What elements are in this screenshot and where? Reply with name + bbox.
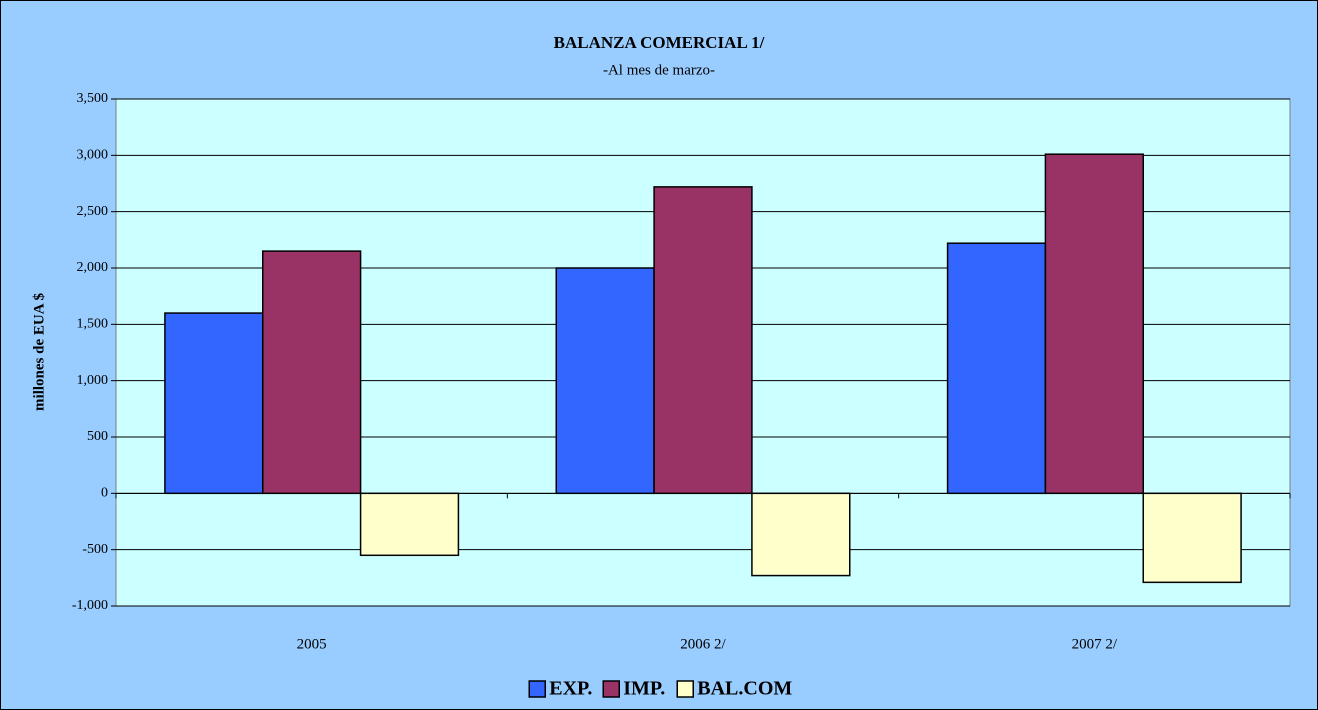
bar	[653, 186, 753, 495]
y-tick-label: -1,000	[72, 598, 108, 613]
legend-swatch	[676, 680, 694, 698]
y-tick-label: -500	[82, 542, 108, 557]
x-tick-label: 2007 2/	[1072, 636, 1118, 652]
y-tick-label: 2,000	[77, 260, 109, 275]
y-axis-label: millones de EUA $	[31, 293, 47, 411]
legend-label: BAL.COM	[697, 678, 792, 700]
bar	[164, 312, 264, 495]
x-tick-label: 2006 2/	[680, 636, 726, 652]
x-tick-label: 2005	[297, 636, 327, 652]
bar	[555, 267, 655, 495]
legend-label: IMP.	[623, 678, 665, 700]
bar	[359, 492, 460, 557]
bar	[262, 250, 362, 495]
y-tick-label: 2,500	[77, 204, 109, 219]
y-tick-label: 3,500	[77, 91, 109, 106]
bar	[1044, 153, 1144, 495]
y-tick-label: 1,000	[77, 373, 109, 388]
bar	[751, 492, 851, 577]
y-tick-label: 1,500	[77, 317, 109, 332]
chart-subtitle: -Al mes de marzo-	[603, 62, 715, 78]
legend-swatch	[602, 680, 620, 698]
legend-label: EXP.	[549, 678, 592, 700]
bar	[1142, 492, 1242, 584]
y-tick-label: 0	[101, 486, 108, 501]
chart-title: BALANZA COMERCIAL 1/	[554, 33, 765, 52]
y-tick-label: 3,000	[77, 148, 109, 163]
legend-swatch	[528, 680, 546, 698]
y-tick-label: 500	[87, 429, 108, 444]
bar	[946, 242, 1047, 495]
